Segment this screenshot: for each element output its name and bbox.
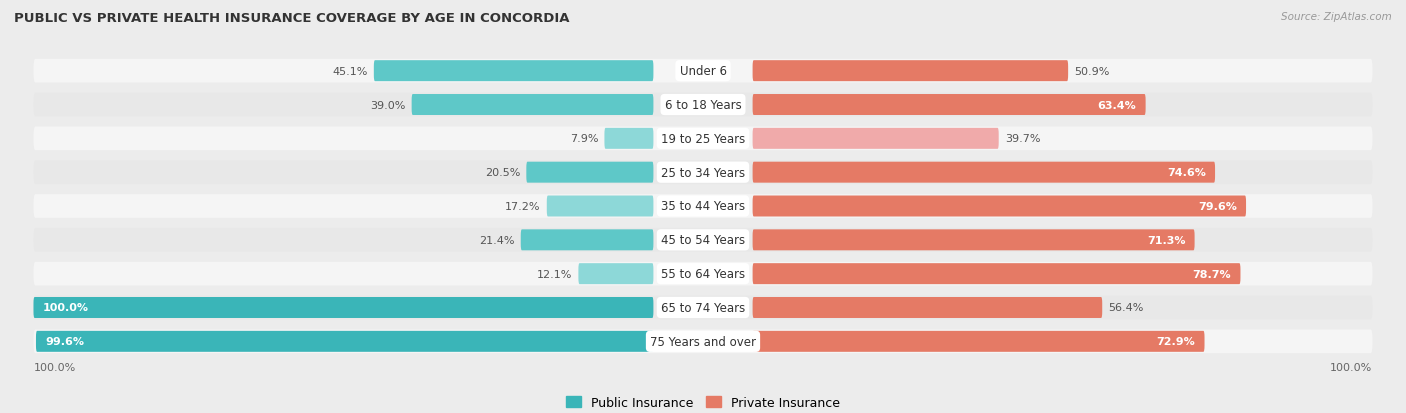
Text: 78.7%: 78.7% [1192, 269, 1232, 279]
Text: 100.0%: 100.0% [42, 303, 89, 313]
Text: PUBLIC VS PRIVATE HEALTH INSURANCE COVERAGE BY AGE IN CONCORDIA: PUBLIC VS PRIVATE HEALTH INSURANCE COVER… [14, 12, 569, 25]
FancyBboxPatch shape [34, 262, 1372, 286]
Text: 19 to 25 Years: 19 to 25 Years [661, 133, 745, 145]
Text: 25 to 34 Years: 25 to 34 Years [661, 166, 745, 179]
Text: 56.4%: 56.4% [1108, 303, 1144, 313]
Text: 35 to 44 Years: 35 to 44 Years [661, 200, 745, 213]
FancyBboxPatch shape [37, 331, 654, 352]
FancyBboxPatch shape [578, 263, 654, 285]
Text: 75 Years and over: 75 Years and over [650, 335, 756, 348]
FancyBboxPatch shape [520, 230, 654, 251]
FancyBboxPatch shape [412, 95, 654, 116]
FancyBboxPatch shape [374, 61, 654, 82]
Text: 100.0%: 100.0% [1330, 363, 1372, 373]
FancyBboxPatch shape [34, 161, 1372, 185]
Text: 72.9%: 72.9% [1157, 337, 1195, 347]
Text: 21.4%: 21.4% [479, 235, 515, 245]
Text: Source: ZipAtlas.com: Source: ZipAtlas.com [1281, 12, 1392, 22]
FancyBboxPatch shape [34, 228, 1372, 252]
FancyBboxPatch shape [752, 263, 1240, 285]
FancyBboxPatch shape [547, 196, 654, 217]
Text: 20.5%: 20.5% [485, 168, 520, 178]
Legend: Public Insurance, Private Insurance: Public Insurance, Private Insurance [561, 391, 845, 413]
FancyBboxPatch shape [752, 331, 1205, 352]
Text: 50.9%: 50.9% [1074, 66, 1109, 76]
FancyBboxPatch shape [34, 330, 1372, 353]
Text: Under 6: Under 6 [679, 65, 727, 78]
Text: 12.1%: 12.1% [537, 269, 572, 279]
FancyBboxPatch shape [526, 162, 654, 183]
Text: 79.6%: 79.6% [1198, 202, 1237, 211]
FancyBboxPatch shape [752, 196, 1246, 217]
Text: 100.0%: 100.0% [34, 363, 76, 373]
Text: 65 to 74 Years: 65 to 74 Years [661, 301, 745, 314]
Text: 45.1%: 45.1% [332, 66, 367, 76]
FancyBboxPatch shape [34, 195, 1372, 218]
FancyBboxPatch shape [34, 93, 1372, 117]
FancyBboxPatch shape [752, 61, 1069, 82]
Text: 39.0%: 39.0% [370, 100, 405, 110]
Text: 7.9%: 7.9% [569, 134, 598, 144]
Text: 17.2%: 17.2% [505, 202, 540, 211]
FancyBboxPatch shape [34, 297, 654, 318]
Text: 71.3%: 71.3% [1147, 235, 1185, 245]
FancyBboxPatch shape [752, 162, 1215, 183]
Text: 6 to 18 Years: 6 to 18 Years [665, 99, 741, 112]
FancyBboxPatch shape [34, 60, 1372, 83]
Text: 74.6%: 74.6% [1167, 168, 1206, 178]
Text: 99.6%: 99.6% [45, 337, 84, 347]
Text: 45 to 54 Years: 45 to 54 Years [661, 234, 745, 247]
Text: 55 to 64 Years: 55 to 64 Years [661, 268, 745, 280]
FancyBboxPatch shape [605, 128, 654, 150]
FancyBboxPatch shape [34, 296, 1372, 320]
Text: 39.7%: 39.7% [1005, 134, 1040, 144]
FancyBboxPatch shape [752, 128, 998, 150]
FancyBboxPatch shape [752, 95, 1146, 116]
FancyBboxPatch shape [752, 230, 1195, 251]
Text: 63.4%: 63.4% [1098, 100, 1136, 110]
FancyBboxPatch shape [34, 127, 1372, 151]
FancyBboxPatch shape [752, 297, 1102, 318]
